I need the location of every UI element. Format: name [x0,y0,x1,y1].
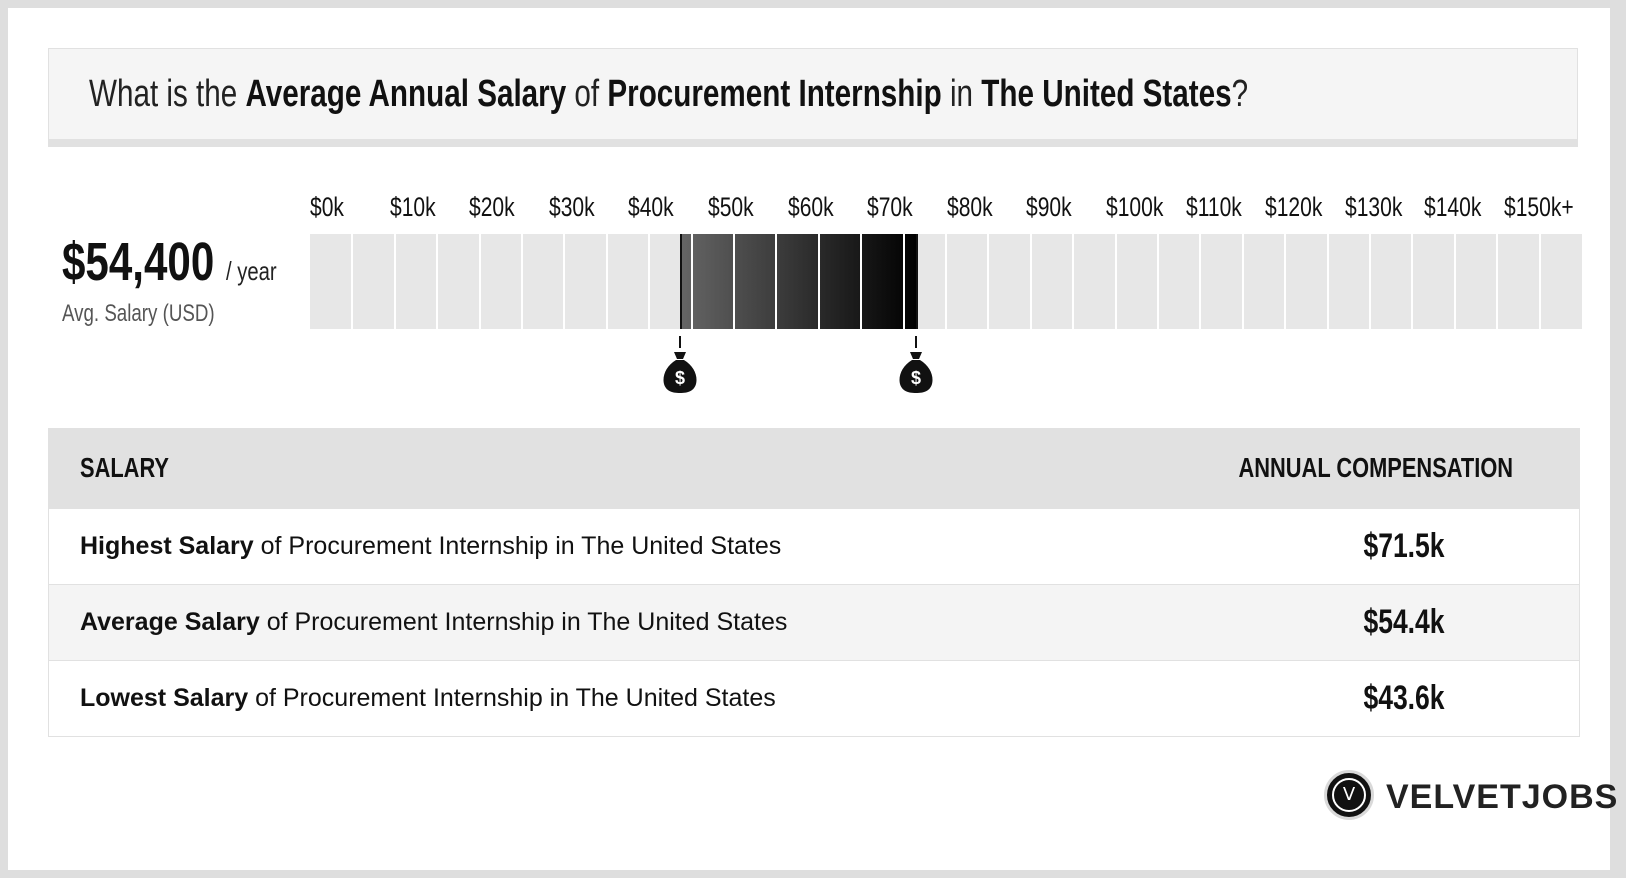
title-box: What is the Average Annual Salary of Pro… [48,48,1578,147]
salary-range-bar [310,234,1582,329]
bar-divider [351,234,354,329]
x-tick-label: $140k [1424,192,1482,222]
x-tick-label: $70k [867,192,913,222]
svg-text:$: $ [911,368,921,388]
x-tick-label: $60k [787,192,834,222]
bar-divider [817,234,820,329]
title-metric: Average Annual Salary [245,73,567,115]
brand-name: VELVETJOBS [1386,778,1619,816]
range-edge [916,234,919,329]
header-salary: SALARY [80,452,169,483]
x-tick-label: $130k [1344,192,1403,222]
bar-divider [860,234,863,329]
x-tick-label: $10k [389,192,436,222]
title-location: The United States [981,73,1232,115]
salary-range-fill [679,234,917,329]
bar-divider [690,234,693,329]
bar-divider [1326,234,1329,329]
average-salary-value: $54,400 [62,232,215,292]
table-row-lowest: Lowest Salary of Procurement Internship … [49,660,1579,736]
x-tick-label: $0k [310,192,344,222]
row-label: Highest Salary of Procurement Internship… [80,532,782,560]
bar-divider [1029,234,1032,329]
bar-divider [521,234,523,329]
x-tick-label: $80k [946,192,993,222]
row-label: Lowest Salary of Procurement Internship … [80,684,776,712]
x-tick-label: $50k [708,192,754,222]
svg-text:$: $ [675,368,685,388]
page-title: What is the Average Annual Salary of Pro… [89,72,1575,116]
table-row-highest: Highest Salary of Procurement Internship… [49,508,1579,584]
table-header: SALARY ANNUAL COMPENSATION [49,428,1579,508]
x-tick-label: $30k [548,192,595,222]
bar-divider [1157,234,1159,329]
axis-tick-labels: $0k $10k $20k $30k $40k $50k $60k $70k $80k $90k $… [8,192,1610,222]
money-bag-marker: $ [896,336,936,396]
bar-divider [1241,234,1244,329]
bar-divider [1496,234,1499,329]
bar-divider [1369,234,1371,329]
bar-divider [436,234,439,329]
bar-divider [1453,234,1456,329]
range-edge [679,234,682,329]
x-tick-label: $150k+ [1504,192,1574,222]
money-bag-icon: $ [899,352,933,393]
bar-divider [563,234,566,329]
row-label: Average Salary of Procurement Internship… [80,608,788,636]
bar-divider [1114,234,1117,329]
bar-divider [478,234,481,329]
bar-divider [733,234,735,329]
title-in: in [949,73,974,115]
bar-divider [648,234,651,329]
x-tick-label: $100k [1106,192,1164,222]
x-tick-label: $120k [1265,192,1323,222]
bar-divider [987,234,990,329]
average-salary-caption: Avg. Salary (USD) [62,300,215,327]
x-tick-label: $90k [1026,192,1073,222]
average-salary-unit: / year [225,256,277,286]
bar-divider [945,234,947,329]
money-bag-icon: $ [663,352,697,393]
x-tick-label: $40k [628,192,675,222]
title-prefix: What is the [89,73,238,115]
bar-divider [605,234,608,329]
velvetjobs-logo-icon: V [1324,770,1374,820]
title-job: Procurement Internship [607,73,942,115]
title-suffix: ? [1231,73,1249,115]
money-bag-marker: $ [660,336,700,396]
bar-divider [1284,234,1287,329]
logo-letter: V [1332,778,1366,812]
salary-table: SALARY ANNUAL COMPENSATION Highest Salar… [48,428,1580,737]
velvetjobs-brand[interactable]: V VELVETJOBS [1324,770,1617,826]
marker-stem [678,336,681,348]
bar-divider [1411,234,1414,329]
bar-divider [393,234,396,329]
bar-divider [1072,234,1075,329]
x-tick-label: $20k [469,192,515,222]
x-tick-label: $110k [1185,192,1242,222]
bar-divider [1538,234,1541,329]
salary-card: What is the Average Annual Salary of Pro… [8,8,1617,870]
title-of: of [574,73,600,115]
bar-divider [1199,234,1202,329]
bar-divider [775,234,778,329]
average-salary: $54,400 / year [62,232,337,301]
bar-divider [902,234,905,329]
header-annual-compensation: ANNUAL COMPENSATION [1238,452,1513,483]
marker-stem [915,336,918,348]
table-row-average: Average Salary of Procurement Internship… [49,584,1579,660]
